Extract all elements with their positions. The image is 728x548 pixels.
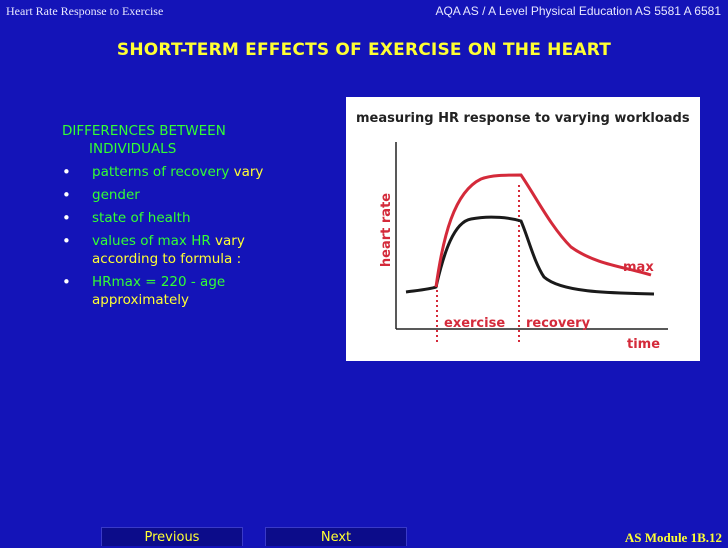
bullet-text: HRmax = 220 - age: [92, 274, 226, 290]
recovery-phase-label: recovery: [526, 316, 591, 331]
header-right-course: AQA AS / A Level Physical Education AS 5…: [435, 4, 721, 18]
normal-hr-curve: [405, 215, 655, 296]
bullet-dot: •: [62, 209, 71, 227]
bullet-list: DIFFERENCES BETWEEN INDIVIDUALS • patter…: [59, 122, 319, 309]
bullet-text-highlight: according to formula :: [92, 251, 242, 267]
header-left-title: Heart Rate Response to Exercise: [6, 4, 164, 18]
hr-response-figure: measuring HR response to varying workloa…: [346, 97, 700, 361]
max-curve-label: max: [623, 260, 654, 275]
hr-response-svg: measuring HR response to varying workloa…: [356, 111, 690, 352]
bullet-text-highlight: vary: [233, 164, 264, 180]
max-hr-curve: [434, 173, 652, 288]
x-axis-label: time: [627, 337, 660, 352]
next-button[interactable]: Next: [265, 527, 407, 546]
list-item: • state of health: [59, 209, 319, 227]
module-code: AS Module 1B.12: [624, 530, 722, 545]
bullet-dot: •: [62, 232, 71, 250]
bullet-text: values of max HR: [92, 233, 211, 249]
page-title: SHORT-TERM EFFECTS OF EXERCISE ON THE HE…: [116, 40, 612, 60]
list-item: • patterns of recovery vary: [59, 163, 319, 181]
list-item: • values of max HR vary according to form…: [59, 232, 319, 268]
bullet-text: gender: [92, 187, 140, 203]
bullet-continuation: approximately: [92, 292, 190, 308]
figure-title: measuring HR response to varying workloa…: [356, 111, 690, 126]
bullet-dot: •: [62, 163, 71, 181]
heading-line-2: INDIVIDUALS: [89, 141, 177, 157]
bullet-text: state of health: [92, 210, 191, 226]
bullet-text: patterns of recovery: [92, 164, 230, 180]
bullet-dot: •: [62, 186, 71, 204]
bullet-text-highlight: vary: [215, 233, 245, 249]
heading-line-1: DIFFERENCES BETWEEN: [62, 123, 226, 139]
y-axis-label: heart rate: [379, 193, 394, 267]
previous-button[interactable]: Previous: [101, 527, 243, 546]
bullet-dot: •: [62, 273, 71, 291]
exercise-phase-label: exercise: [444, 316, 505, 331]
list-item: • HRmax = 220 - age: [59, 273, 319, 291]
list-item: • gender: [59, 186, 319, 204]
